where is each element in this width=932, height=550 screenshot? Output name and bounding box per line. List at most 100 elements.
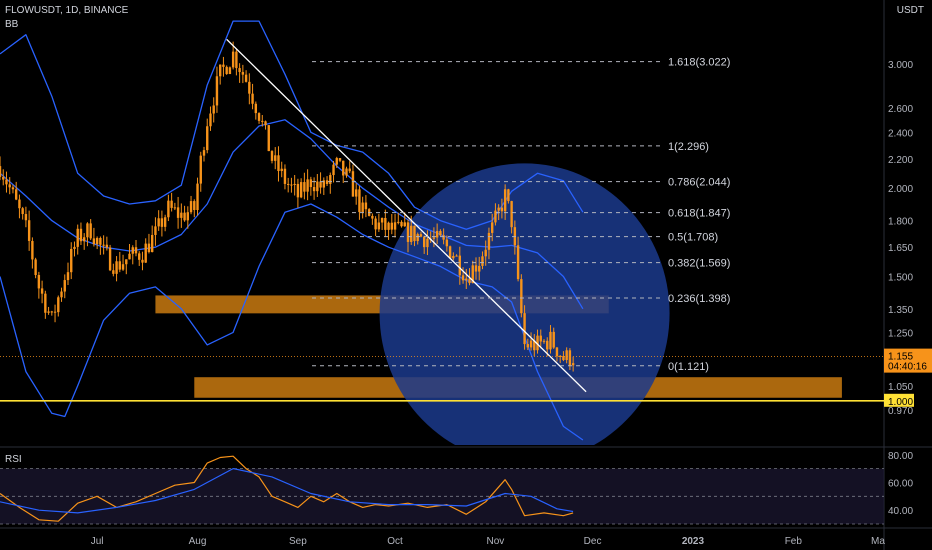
- countdown-value: 04:40:16: [888, 362, 927, 373]
- price-tick-label: 1.650: [888, 243, 913, 254]
- price-tick-label: 1.350: [888, 305, 913, 316]
- candle-body: [274, 155, 277, 161]
- candle-body: [484, 249, 487, 257]
- candle-body: [312, 187, 316, 192]
- candle-body: [325, 180, 329, 184]
- candle-body: [212, 105, 215, 114]
- time-tick-label: Sep: [289, 536, 307, 547]
- candle-body: [160, 218, 164, 227]
- candle-body: [131, 247, 134, 254]
- candle-body: [31, 240, 34, 260]
- candle-body: [53, 311, 57, 313]
- symbol-title[interactable]: FLOWUSDT, 1D, BINANCE: [5, 5, 129, 16]
- candle-body: [144, 243, 147, 263]
- price-tick-label: 3.000: [888, 60, 913, 71]
- candle-body: [189, 201, 193, 213]
- candle-body: [316, 181, 319, 192]
- time-tick-label: Feb: [785, 536, 803, 547]
- candle-body: [500, 207, 504, 212]
- currency-label: USDT: [896, 5, 924, 16]
- time-tick-label: Oct: [387, 536, 403, 547]
- candle-body: [565, 350, 568, 361]
- candle-body: [422, 236, 426, 248]
- candle-body: [176, 207, 180, 218]
- candle-body: [238, 68, 241, 73]
- candle-body: [478, 265, 481, 272]
- candle-body: [471, 265, 474, 284]
- candle-body: [79, 228, 83, 242]
- time-tick-label: Dec: [584, 536, 602, 547]
- candle-body: [558, 355, 562, 357]
- candle-body: [335, 158, 338, 165]
- candle-body: [503, 189, 507, 212]
- candle-body: [533, 340, 536, 351]
- candle-body: [520, 279, 523, 314]
- candle-body: [442, 235, 445, 240]
- candle-body: [332, 164, 335, 176]
- candle-body: [66, 272, 70, 281]
- candle-body: [555, 347, 559, 357]
- candle-body: [193, 201, 196, 211]
- candle-body: [154, 226, 157, 235]
- candle-body: [261, 120, 264, 122]
- indicator-label-rsi[interactable]: RSI: [5, 454, 22, 465]
- candle-body: [5, 179, 8, 185]
- candle-body: [374, 218, 377, 230]
- candle-body: [73, 246, 76, 249]
- candle-body: [354, 189, 358, 197]
- highlight-circle[interactable]: [379, 163, 670, 463]
- candle-body: [516, 245, 520, 280]
- candle-body: [241, 72, 245, 75]
- indicator-label-bb[interactable]: BB: [5, 19, 19, 30]
- candle-body: [50, 311, 54, 313]
- candle-body: [348, 168, 351, 172]
- candle-body: [529, 340, 533, 348]
- candle-body: [27, 220, 31, 241]
- candle-body: [270, 151, 274, 161]
- candle-body: [170, 200, 173, 208]
- candle-body: [215, 76, 219, 106]
- candle-body: [277, 155, 280, 172]
- candle-body: [539, 335, 542, 342]
- price-tick-label: 2.000: [888, 184, 913, 195]
- candle-body: [173, 207, 177, 209]
- candle-body: [299, 182, 303, 198]
- candle-body: [571, 363, 575, 366]
- candle-body: [494, 210, 497, 223]
- candle-body: [448, 246, 452, 259]
- candle-body: [342, 160, 345, 176]
- candle-body: [34, 259, 37, 276]
- candle-body: [390, 222, 394, 230]
- candle-body: [150, 234, 154, 253]
- candle-body: [426, 238, 429, 248]
- candle-body: [397, 221, 400, 223]
- candle-body: [121, 264, 125, 270]
- candle-body: [218, 64, 222, 77]
- trendline[interactable]: [226, 38, 587, 393]
- candle-body: [416, 234, 419, 242]
- candle-body: [199, 155, 202, 184]
- candle-body: [222, 64, 225, 67]
- candle-body: [419, 234, 423, 237]
- candle-body: [387, 222, 390, 230]
- candle-body: [380, 217, 384, 223]
- candle-body: [371, 215, 374, 219]
- candle-body: [209, 113, 212, 127]
- candle-body: [105, 244, 109, 248]
- candle-body: [0, 166, 2, 177]
- candle-body: [183, 212, 186, 221]
- candle-body: [264, 121, 267, 126]
- candle-body: [257, 113, 261, 121]
- candle-body: [2, 176, 5, 180]
- candle-body: [37, 275, 41, 289]
- candle-body: [70, 248, 73, 273]
- price-tick-label: 2.600: [888, 104, 913, 115]
- candle-body: [303, 182, 306, 192]
- level-badge: [884, 393, 914, 407]
- candle-body: [21, 208, 24, 215]
- candle-body: [293, 183, 296, 185]
- candle-body: [309, 179, 313, 188]
- candle-body: [186, 212, 190, 221]
- candle-body: [497, 207, 500, 211]
